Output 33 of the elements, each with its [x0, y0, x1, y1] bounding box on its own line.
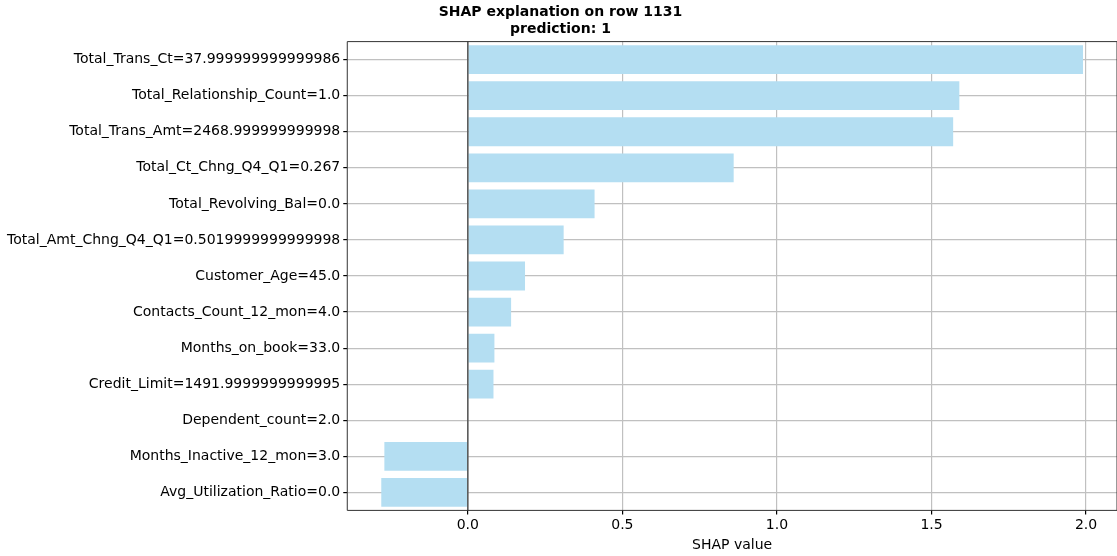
bar — [468, 189, 595, 219]
bar — [468, 369, 494, 399]
y-tick-label: Total_Amt_Chng_Q4_Q1=0.5019999999999998 — [6, 230, 341, 247]
chart-subtitle: prediction: 1 — [510, 19, 611, 36]
x-tick-label: 1.0 — [765, 516, 789, 533]
bar — [468, 153, 734, 183]
y-tick-label: Total_Trans_Amt=2468.999999999998 — [68, 122, 341, 139]
bar — [468, 297, 512, 327]
x-axis-title: SHAP value — [692, 536, 773, 553]
bar — [468, 45, 1083, 75]
y-tick-label: Total_Revolving_Bal=0.0 — [168, 194, 341, 211]
y-tick-label: Months_Inactive_12_mon=3.0 — [129, 446, 341, 463]
bar — [468, 225, 564, 255]
y-tick-label: Contacts_Count_12_mon=4.0 — [133, 302, 341, 319]
y-tick-label: Dependent_count=2.0 — [182, 410, 341, 427]
x-tick-label: 0.5 — [611, 516, 634, 533]
y-tick-label: Total_Trans_Ct=37.999999999999986 — [72, 50, 341, 67]
y-tick-label: Total_Ct_Chng_Q4_Q1=0.267 — [135, 158, 341, 175]
y-tick-label: Customer_Age=45.0 — [195, 266, 341, 283]
bar — [468, 81, 960, 111]
bar — [384, 441, 468, 471]
x-tick-label: 1.5 — [920, 516, 943, 533]
bar — [468, 117, 954, 147]
y-tick-label: Avg_Utilization_Ratio=0.0 — [160, 483, 341, 500]
y-tick-label: Total_Relationship_Count=1.0 — [131, 86, 341, 103]
bar — [468, 261, 526, 291]
y-tick-label: Credit_Limit=1491.9999999999995 — [88, 374, 341, 391]
bar — [381, 477, 468, 507]
x-tick-label: 2.0 — [1074, 516, 1098, 533]
chart-title: SHAP explanation on row 1131 — [438, 3, 683, 20]
x-tick-label: 0.0 — [456, 516, 479, 533]
bar — [468, 333, 495, 363]
y-tick-label: Months_on_book=33.0 — [180, 338, 341, 355]
